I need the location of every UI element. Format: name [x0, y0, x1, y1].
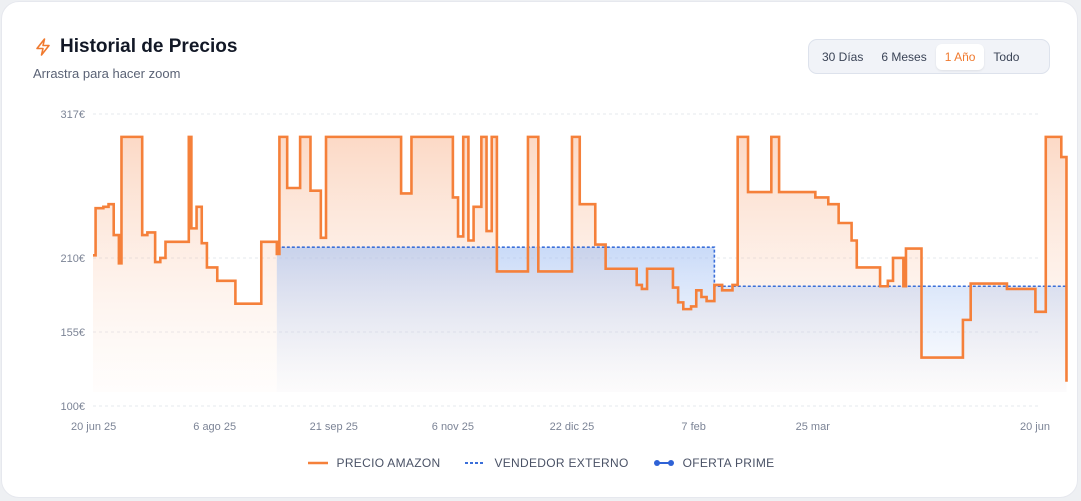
y-tick-label: 210€ — [61, 253, 85, 265]
range-6-months-button[interactable]: 6 Meses — [881, 49, 927, 64]
range-30-days-button[interactable]: 30 Días — [822, 49, 864, 64]
legend-swatch-prime — [653, 460, 674, 466]
time-range-selector: 30 Días 6 Meses 1 Año Todo — [808, 39, 1050, 74]
x-tick-label: 20 jun 25 — [71, 421, 116, 433]
x-tick-label: 20 jun — [1020, 421, 1050, 433]
y-tick-label: 317€ — [61, 109, 85, 121]
x-tick-label: 22 dic 25 — [550, 421, 595, 433]
legend-label-external: VENDEDOR EXTERNO — [494, 456, 629, 470]
legend-swatch-external — [465, 462, 486, 464]
y-tick-label: 155€ — [61, 327, 85, 339]
legend-item-external[interactable]: VENDEDOR EXTERNO — [464, 456, 628, 470]
lightning-icon — [33, 37, 53, 57]
range-all-button[interactable]: Todo — [993, 49, 1020, 64]
title-row: Historial de Precios — [33, 36, 237, 58]
amazon-price-line — [93, 135, 1068, 382]
x-tick-label: 21 sep 25 — [310, 421, 358, 433]
x-tick-label: 25 mar — [796, 421, 831, 433]
x-tick-label: 6 ago 25 — [193, 421, 236, 433]
legend-swatch-amazon — [307, 461, 328, 465]
chart-legend: PRECIO AMAZON VENDEDOR EXTERNO OFERTA PR… — [2, 456, 1079, 470]
legend-label-prime: OFERTA PRIME — [682, 456, 775, 470]
price-history-chart[interactable]: 100€ 155€ 210€ 317€ 20 jun 25 6 ago 25 21 sep … — [2, 2, 1079, 442]
x-tick-label: 7 feb — [681, 421, 705, 433]
legend-item-prime[interactable]: OFERTA PRIME — [653, 456, 775, 470]
page-title: Historial de Precios — [60, 36, 238, 57]
external-seller-line — [276, 246, 1067, 288]
y-tick-label: 100€ — [61, 401, 85, 413]
legend-item-amazon[interactable]: PRECIO AMAZON — [307, 456, 441, 470]
range-1-year-button[interactable]: 1 Año — [935, 43, 985, 70]
x-tick-label: 6 nov 25 — [432, 421, 474, 433]
external-seller-area — [276, 247, 1067, 392]
legend-label-amazon: PRECIO AMAZON — [336, 456, 441, 470]
zoom-hint: Arrastra para hacer zoom — [33, 66, 181, 81]
